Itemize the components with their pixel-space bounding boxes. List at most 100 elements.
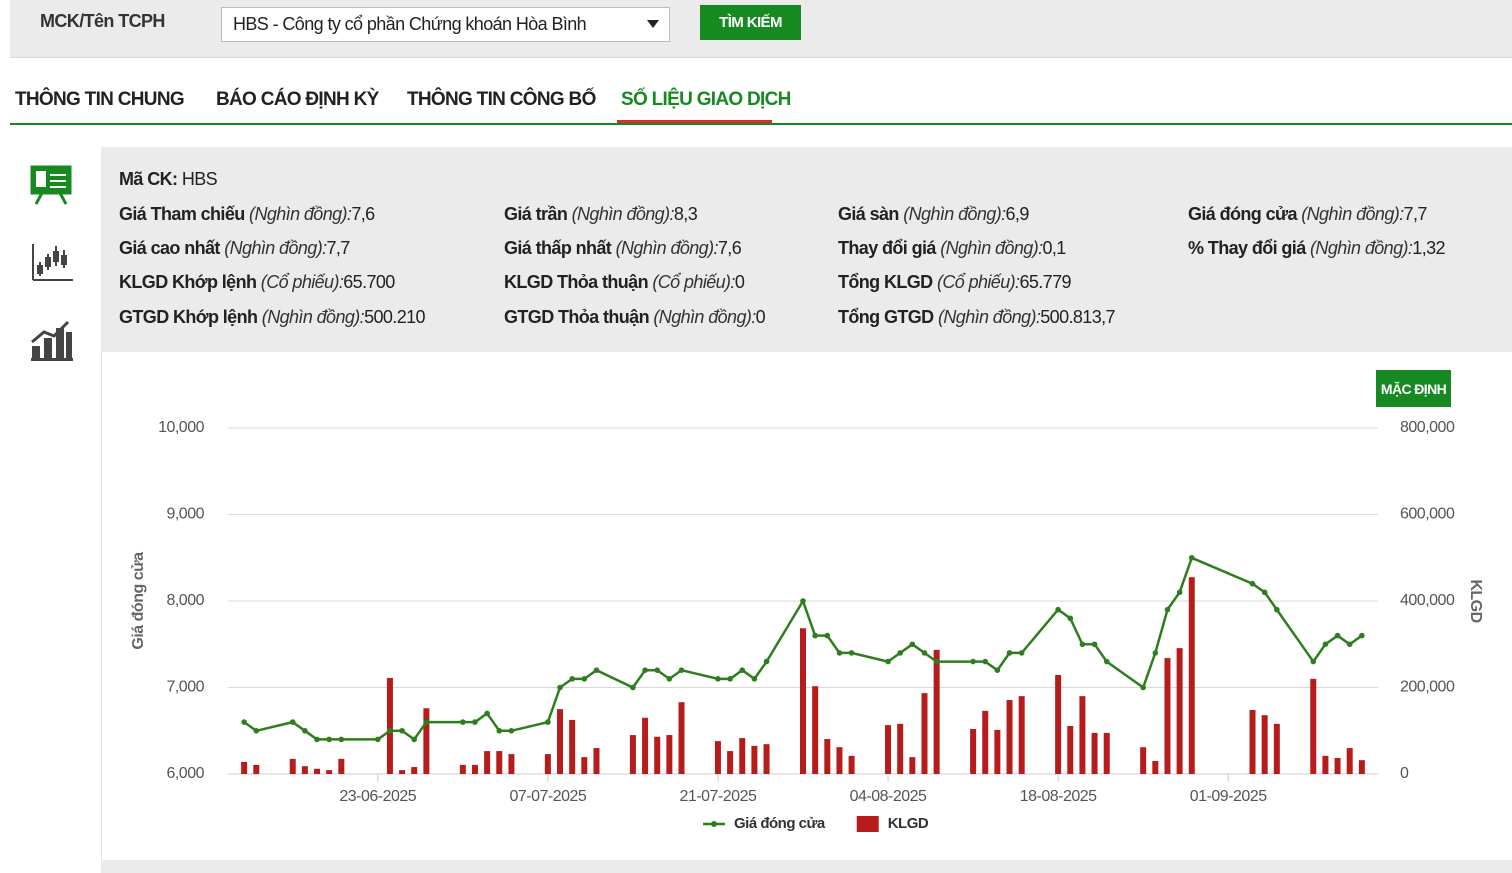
info-label: KLGD Khớp lệnh [119, 272, 257, 292]
legend-label: Giá đóng cửa [734, 815, 826, 832]
y-axis-title: Giá đóng cửa [130, 552, 147, 650]
price-point [253, 727, 260, 734]
price-point [326, 736, 332, 743]
tab[interactable]: BÁO CÁO ĐỊNH KỲ [216, 89, 379, 110]
volume-bar [386, 677, 393, 774]
icon-board[interactable] [30, 165, 72, 205]
info-label: % Thay đổi giá [1188, 238, 1306, 258]
info-unit: (Nghìn đồng): [1310, 238, 1413, 258]
volume-bar [848, 755, 855, 774]
price-point [994, 667, 1001, 673]
volume-bar [1103, 732, 1110, 774]
price-point [399, 727, 405, 734]
price-point [1079, 641, 1086, 648]
volume-bar [459, 764, 466, 774]
price-point [387, 727, 393, 734]
volume-bar [326, 770, 333, 774]
tab[interactable]: THÔNG TIN CHUNG [15, 89, 185, 110]
volume-bar [593, 748, 600, 774]
info-value: 0 [755, 307, 766, 327]
legend-dot [711, 821, 717, 827]
volume-bar [1018, 696, 1025, 774]
y2-axis-title: KLGD [1467, 579, 1484, 622]
volume-bar [751, 745, 758, 774]
y2-tick-label: 200,000 [1400, 679, 1455, 696]
volume-bar [557, 709, 564, 774]
volume-bar [727, 751, 734, 774]
info-label: Giá thấp nhất [504, 238, 612, 258]
info-item: GTGD Khớp lệnh (Nghìn đồng):500.210 [119, 307, 426, 328]
y2-tick-label: 800,000 [1400, 419, 1455, 436]
volume-bar [666, 735, 673, 774]
tab[interactable]: THÔNG TIN CÔNG BỐ [407, 89, 596, 110]
info-label: Giá sàn [838, 204, 899, 224]
price-point [751, 676, 758, 682]
volume-bar [1067, 725, 1074, 774]
price-point [314, 736, 320, 743]
volume-bar [1055, 674, 1062, 774]
tab-active[interactable]: SỐ LIỆU GIAO DỊCH [621, 89, 791, 110]
price-point [836, 650, 843, 656]
volume-bar [1322, 755, 1329, 774]
info-label: Giá cao nhất [119, 238, 220, 258]
price-point [678, 667, 685, 673]
chart: Giá đóng cửa KLGD 6,000 7,000 8,000 9,000 10… [130, 419, 1484, 832]
volume-bar [569, 719, 576, 774]
volume-bar [1261, 715, 1268, 774]
price-point [909, 641, 916, 648]
volume-bar [241, 761, 248, 774]
info-value: 500.210 [364, 307, 425, 327]
company-select[interactable]: HBS - Công ty cổ phần Chứng khoán Hòa Bì… [221, 7, 670, 42]
price-point [1334, 632, 1341, 639]
info-unit: (Nghìn đồng): [249, 204, 352, 224]
x-tick-label: 07-07-2025 [509, 788, 586, 805]
volume-bar [1176, 648, 1183, 774]
icon-bars[interactable] [31, 320, 73, 361]
price-point [1140, 684, 1146, 691]
info-unit: (Nghìn đồng): [1301, 204, 1404, 224]
price-point [593, 667, 600, 673]
volume-bar [642, 717, 649, 774]
y2-tick-label: 600,000 [1400, 506, 1455, 523]
price-point [569, 676, 575, 682]
volume-bar [301, 766, 308, 774]
info-value: 65.779 [1019, 272, 1071, 292]
search-button[interactable]: TÌM KIẾM [700, 5, 801, 40]
info-item: Mã CK: HBS [119, 169, 218, 190]
price-point [982, 658, 989, 665]
volume-bar [314, 768, 321, 774]
price-point [374, 736, 381, 743]
price-point [1322, 641, 1329, 648]
info-unit: (Nghìn đồng): [903, 204, 1006, 224]
volume-bar [1079, 696, 1086, 774]
price-point [933, 658, 940, 665]
info-item: KLGD Khớp lệnh (Cổ phiếu):65.700 [119, 272, 395, 293]
price-point [289, 719, 296, 725]
price-point [1152, 650, 1159, 656]
info-unit: (Cổ phiếu): [936, 272, 1020, 292]
price-point [496, 727, 503, 734]
info-item: Giá đóng cửa (Nghìn đồng):7,7 [1188, 204, 1427, 225]
price-point [1067, 615, 1074, 622]
price-point [654, 667, 661, 673]
price-point [1274, 606, 1280, 613]
y-tick-label: 9,000 [166, 506, 204, 523]
info-value: 6,9 [1005, 204, 1030, 224]
volume-bar [1006, 700, 1013, 774]
volume-bar [933, 649, 940, 774]
reset-button[interactable]: MẶC ĐỊNH [1376, 370, 1451, 407]
price-point [1018, 650, 1025, 656]
volume-bar [338, 758, 345, 774]
volume-bar [581, 757, 588, 774]
volume-bar [1346, 748, 1353, 774]
volume-bar [800, 628, 806, 774]
info-unit: (Cổ phiếu): [260, 272, 344, 292]
volume-bar [1152, 761, 1159, 774]
icon-candles[interactable] [32, 244, 73, 281]
info-label: GTGD Khớp lệnh [119, 307, 258, 327]
volume-bar [1334, 757, 1341, 774]
price-point [411, 736, 418, 743]
info-value: 1,32 [1412, 238, 1445, 258]
volume-bar [1188, 577, 1195, 774]
